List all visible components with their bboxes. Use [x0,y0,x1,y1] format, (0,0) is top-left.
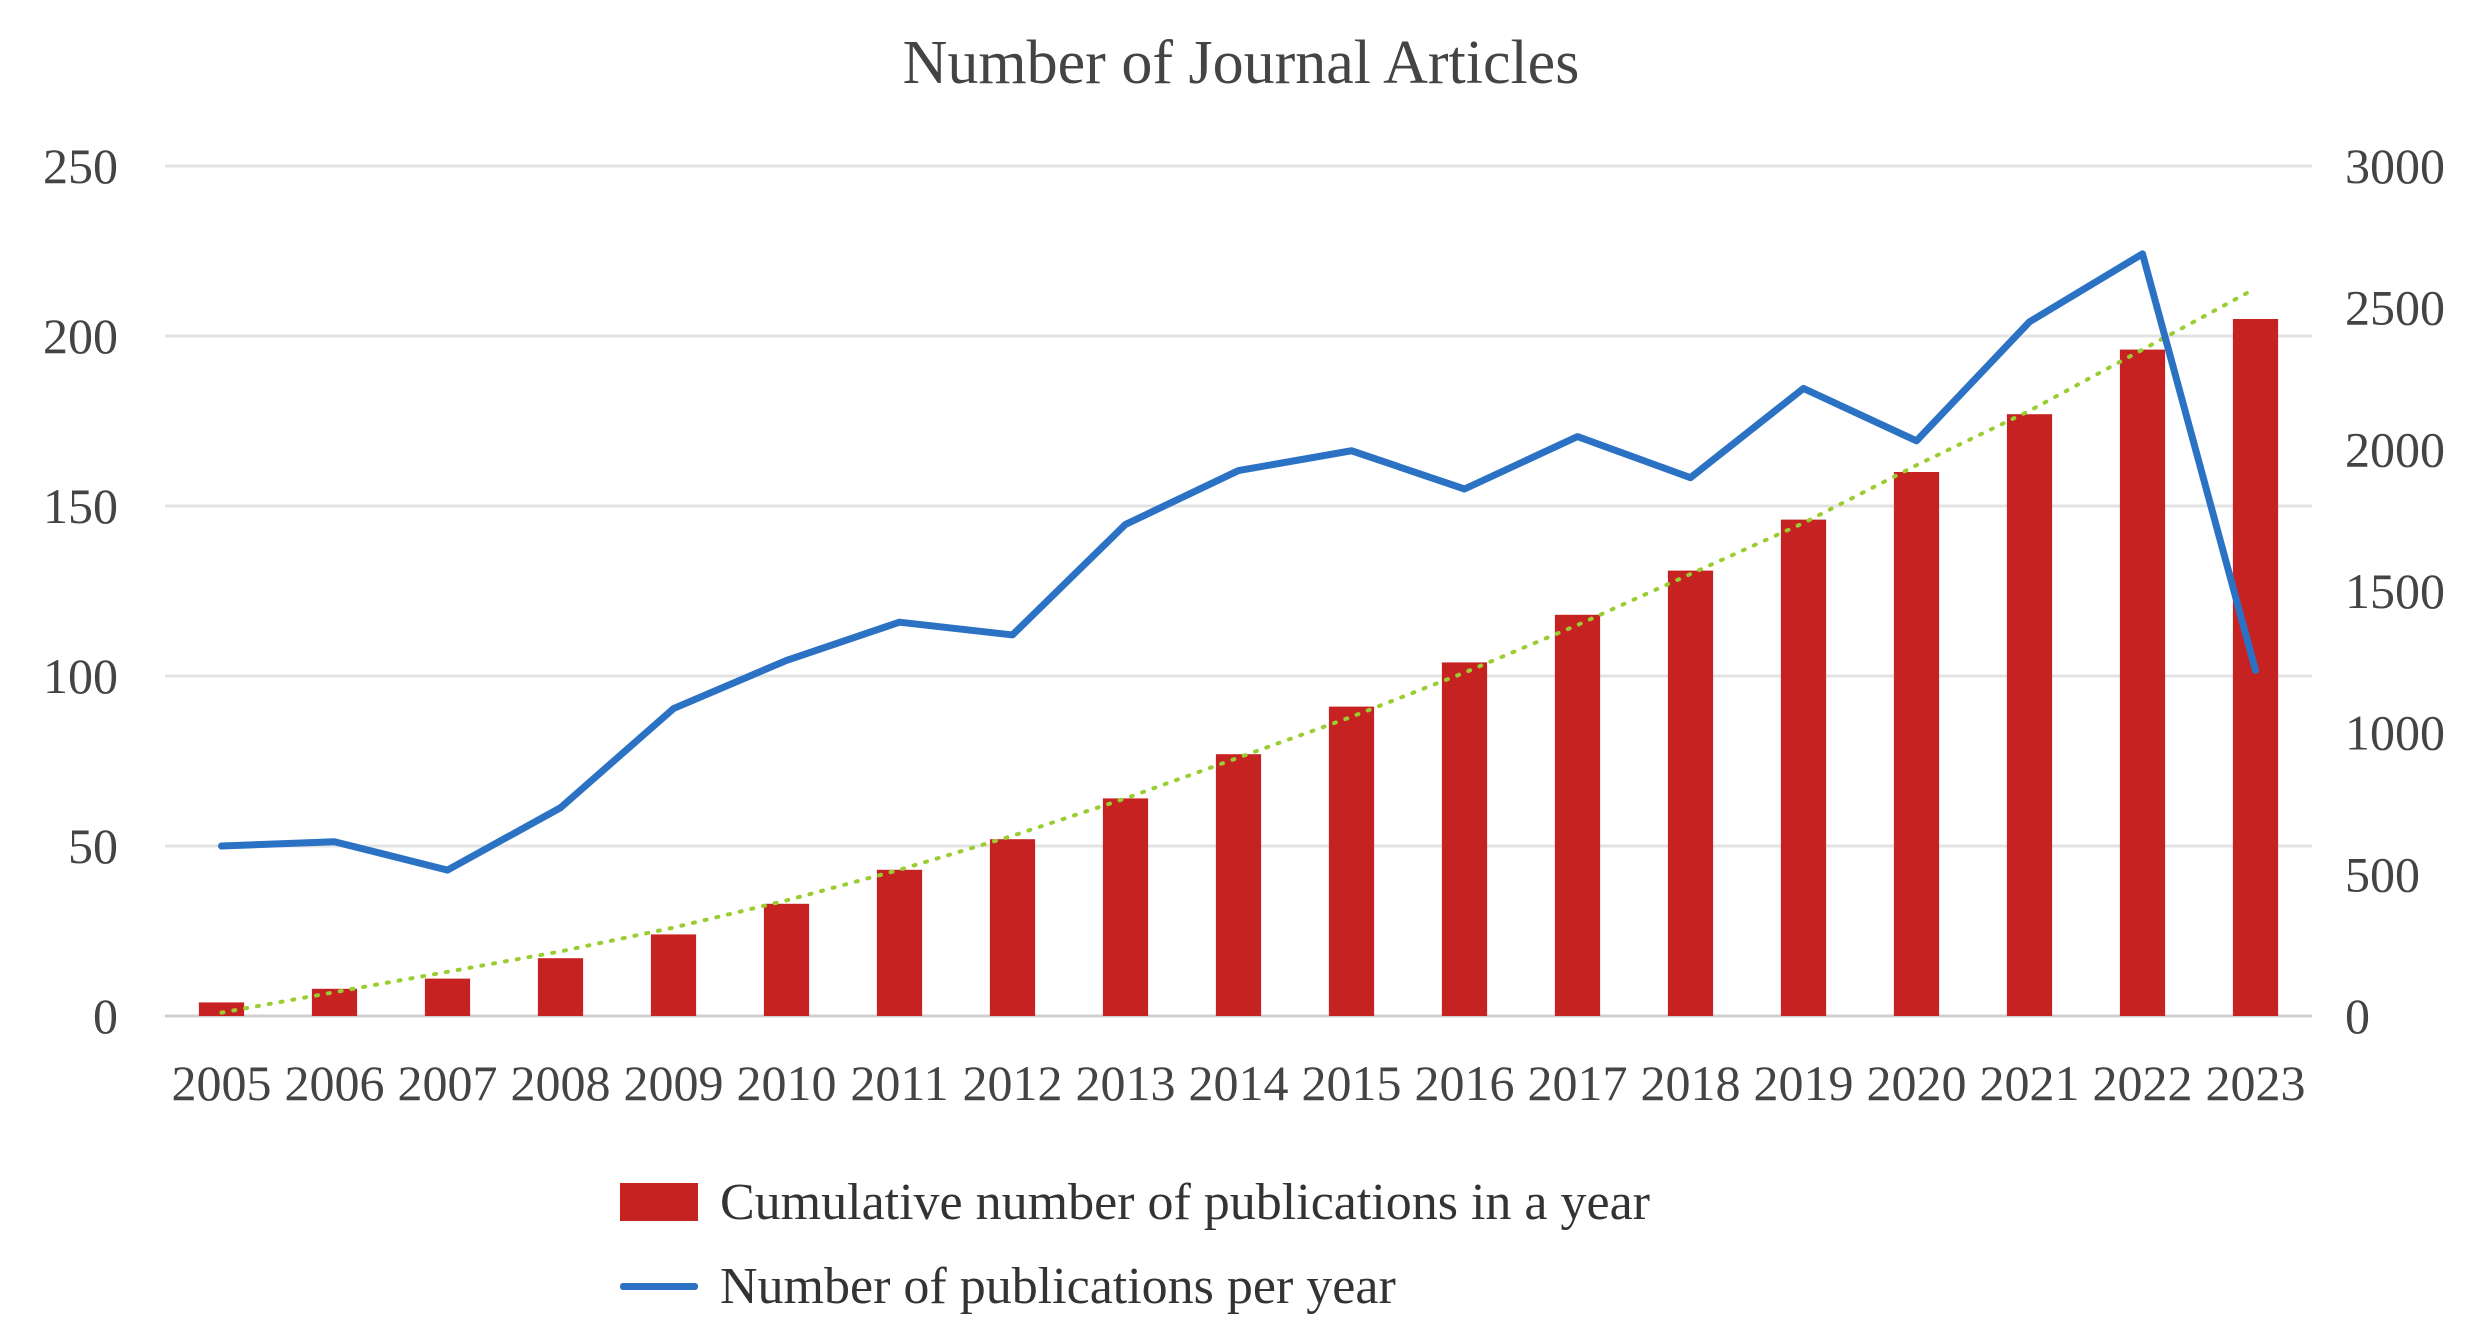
bar [198,1002,245,1016]
x-axis-tick-label: 2023 [2206,1055,2306,1111]
right-axis-tick-label: 2500 [2345,280,2445,336]
left-axis-tick-label: 250 [43,138,118,194]
legend-label-per-year: Number of publications per year [720,1257,1396,1315]
left-axis-tick-label: 100 [43,648,118,704]
x-axis-tick-label: 2012 [963,1055,1063,1111]
bar [2006,414,2053,1016]
left-axis-tick-label: 150 [43,478,118,534]
x-axis-tick-label: 2015 [1302,1055,1402,1111]
x-axis-tick-label: 2009 [624,1055,724,1111]
legend: Cumulative number of publications in a y… [620,1160,1650,1328]
right-axis-tick-label: 1500 [2345,563,2445,619]
bar [1102,798,1149,1016]
bar [989,839,1036,1016]
right-axis-tick-label: 2000 [2345,421,2445,477]
left-axis-tick-label: 200 [43,308,118,364]
x-axis-tick-label: 2013 [1076,1055,1176,1111]
bar [1667,570,1714,1016]
legend-item-per-year: Number of publications per year [620,1244,1650,1328]
bar [1554,614,1601,1016]
x-axis-tick-label: 2010 [737,1055,837,1111]
left-axis-tick-label: 0 [93,988,118,1044]
bar [1441,662,1488,1016]
legend-swatch-bar [620,1183,698,1221]
bar [537,958,584,1016]
bar [311,988,358,1016]
bar [763,903,810,1016]
x-axis-tick-label: 2008 [511,1055,611,1111]
trendline [219,286,2258,1015]
x-axis-tick-label: 2014 [1189,1055,1289,1111]
legend-label-cumulative: Cumulative number of publications in a y… [720,1173,1650,1231]
right-axis-tick-label: 0 [2345,988,2370,1044]
x-axis-tick-label: 2005 [172,1055,272,1111]
x-axis-tick-label: 2007 [398,1055,498,1111]
bar [1328,706,1375,1016]
legend-swatch-line [620,1282,698,1290]
chart-title: Number of Journal Articles [902,29,1580,97]
legend-item-cumulative: Cumulative number of publications in a y… [620,1160,1650,1244]
x-axis-tick-label: 2021 [1980,1055,2080,1111]
x-axis-tick-label: 2006 [285,1055,385,1111]
right-axis-tick-label: 500 [2345,846,2420,902]
left-axis-tick-label: 50 [68,818,118,874]
x-axis-tick-label: 2018 [1641,1055,1741,1111]
right-axis-tick-label: 3000 [2345,138,2445,194]
bar [2119,349,2166,1017]
bar [1893,472,1940,1016]
x-axis-tick-label: 2022 [2093,1055,2193,1111]
x-axis-tick-label: 2020 [1867,1055,1967,1111]
bar [1215,754,1262,1016]
x-axis-tick-label: 2016 [1415,1055,1515,1111]
bar [650,934,697,1016]
bar [1780,519,1827,1016]
x-axis-tick-label: 2019 [1754,1055,1854,1111]
bar [424,978,471,1016]
x-axis-tick-label: 2017 [1528,1055,1628,1111]
right-axis-tick-label: 1000 [2345,705,2445,761]
bar [876,869,923,1016]
x-axis-tick-label: 2011 [850,1055,948,1111]
